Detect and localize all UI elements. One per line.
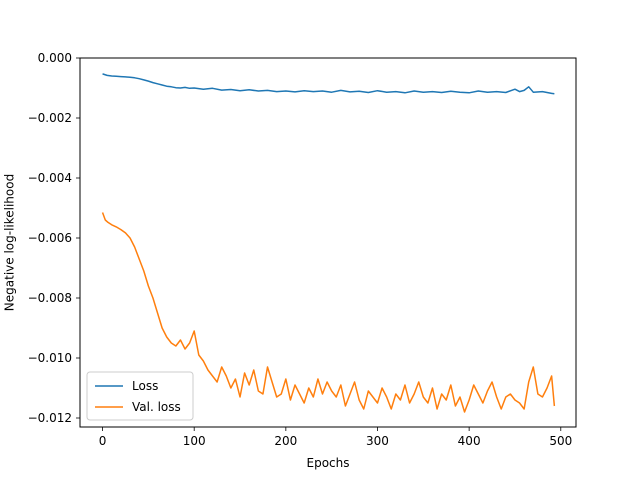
y-tick-label: −0.004 [28, 171, 72, 185]
y-tick-label: −0.010 [28, 351, 72, 365]
series-line-val-loss [101, 212, 556, 413]
x-axis-ticks: 0 100 200 300 400 500 [99, 427, 572, 448]
x-tick-label: 500 [549, 434, 572, 448]
y-tick-label: 0.000 [38, 51, 72, 65]
x-tick-label: 200 [274, 434, 297, 448]
legend-label-val-loss: Val. loss [132, 400, 181, 414]
y-tick-label: −0.008 [28, 291, 72, 305]
y-axis-label: Negative log-likelihood [3, 174, 17, 311]
x-tick-label: 400 [458, 434, 481, 448]
x-tick-label: 300 [366, 434, 389, 448]
axes-frame [79, 57, 577, 428]
x-tick-label: 100 [183, 434, 206, 448]
plot-area [101, 73, 556, 413]
x-axis-label: Epochs [307, 456, 350, 470]
legend: Loss Val. loss [86, 371, 194, 421]
y-tick-label: −0.006 [28, 231, 72, 245]
x-tick-label: 0 [99, 434, 107, 448]
y-tick-label: −0.002 [28, 111, 72, 125]
series-line-loss [102, 73, 555, 95]
y-axis-ticks: 0.000 −0.002 −0.004 −0.006 −0.008 −0.010 −0.01… [28, 51, 80, 425]
y-tick-label: −0.012 [28, 411, 72, 425]
legend-box [86, 371, 194, 421]
legend-label-loss: Loss [132, 379, 158, 393]
